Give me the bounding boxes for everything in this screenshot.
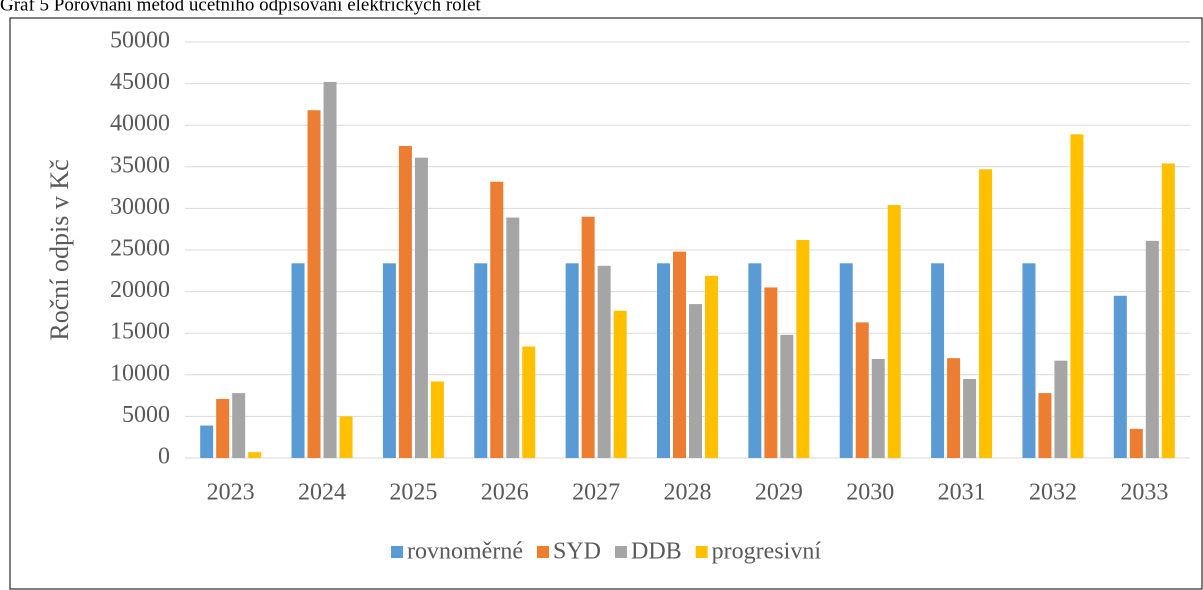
bar	[398, 146, 412, 458]
bar	[248, 452, 262, 458]
bar	[764, 287, 778, 458]
x-tick-label: 2027	[572, 480, 620, 506]
x-tick-label: 2032	[1029, 480, 1077, 506]
y-tick-label: 20000	[110, 277, 170, 303]
y-tick-label: 45000	[110, 69, 170, 95]
bar	[947, 358, 961, 458]
bar	[1054, 360, 1068, 458]
legend-swatch	[695, 546, 708, 558]
x-tick-label: 2023	[207, 480, 255, 506]
bar	[1145, 240, 1159, 458]
x-tick-label: 2024	[298, 480, 346, 506]
bar	[291, 263, 305, 458]
bar	[887, 205, 901, 458]
y-tick-label: 5000	[122, 402, 170, 428]
bar	[839, 263, 853, 458]
legend-swatch	[536, 546, 549, 558]
bar	[931, 263, 945, 458]
bar	[339, 416, 353, 458]
bar	[307, 110, 321, 458]
bar	[200, 425, 214, 458]
bar	[979, 169, 993, 458]
y-tick-label: 25000	[110, 236, 170, 262]
bar	[613, 310, 627, 458]
bar	[597, 265, 611, 458]
bar	[1113, 295, 1127, 458]
legend-label: DDB	[631, 539, 682, 565]
bar	[581, 216, 595, 458]
bar	[855, 322, 869, 458]
x-tick-label: 2030	[846, 480, 894, 506]
y-tick-label: 50000	[110, 28, 170, 54]
legend-swatch	[615, 546, 627, 558]
bar	[748, 263, 762, 458]
bar	[796, 240, 810, 458]
bar	[1070, 134, 1084, 459]
bar	[216, 398, 230, 458]
x-tick-label: 2025	[389, 480, 437, 506]
legend-label: rovnoměrné	[407, 539, 523, 565]
x-tick-label: 2033	[1120, 480, 1168, 506]
y-tick-label: 0	[158, 444, 170, 470]
y-tick-label: 30000	[110, 194, 170, 220]
y-tick-label: 15000	[110, 319, 170, 345]
legend-label: SYD	[553, 539, 601, 565]
bar	[232, 393, 246, 458]
y-tick-label: 35000	[110, 152, 170, 178]
bar	[522, 346, 536, 458]
bar	[705, 275, 718, 458]
x-tick-label: 2031	[938, 480, 986, 506]
bar	[414, 157, 428, 458]
bar	[1022, 263, 1036, 458]
bar	[1038, 393, 1052, 458]
bar	[382, 263, 396, 458]
bar	[689, 304, 702, 458]
bar	[490, 181, 504, 458]
y-tick-label: 40000	[110, 111, 170, 137]
legend-swatch	[391, 546, 404, 558]
chart-title: Graf 5 Porovnání metod účetního odpisová…	[0, 0, 481, 15]
bar	[657, 263, 670, 458]
bar	[780, 334, 794, 458]
bar	[506, 217, 520, 458]
bar	[323, 81, 337, 458]
bar	[565, 263, 579, 458]
bar	[1129, 428, 1143, 458]
bar	[871, 358, 885, 458]
x-tick-label: 2029	[755, 480, 803, 506]
x-tick-label: 2028	[664, 480, 712, 506]
bar	[1161, 163, 1175, 459]
bar	[963, 378, 977, 458]
y-tick-label: 10000	[110, 360, 170, 386]
legend-label: progresivní	[712, 539, 822, 565]
bar	[474, 263, 488, 458]
bar	[673, 251, 686, 458]
bar	[430, 381, 444, 458]
x-tick-label: 2026	[481, 480, 529, 506]
y-axis-title: Roční odpis v Kč	[45, 159, 74, 340]
